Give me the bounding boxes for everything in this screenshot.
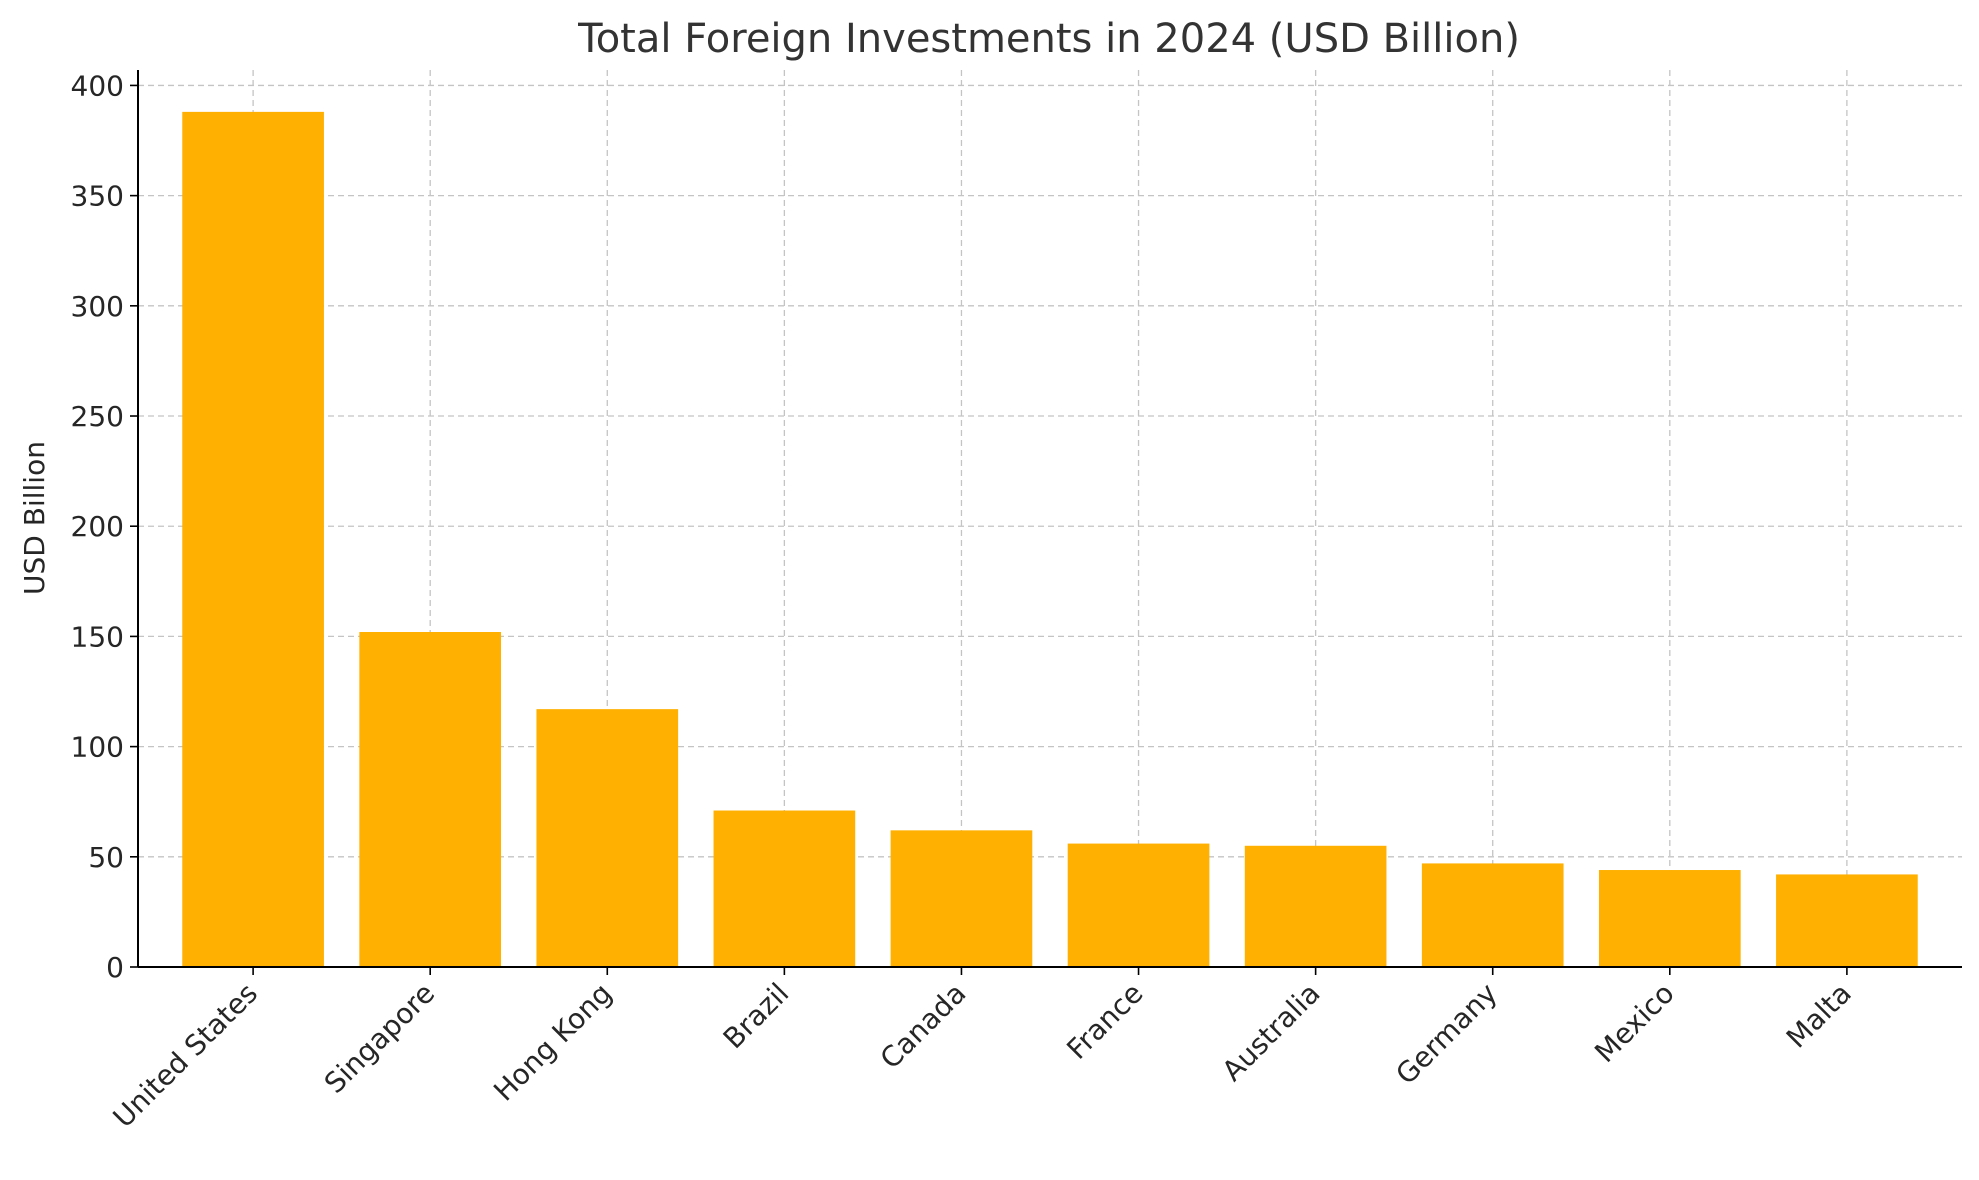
y-tick-label: 100 — [71, 731, 124, 764]
y-tick-label: 300 — [71, 290, 124, 323]
x-tick-label: Canada — [874, 977, 973, 1076]
x-tick-label: Hong Kong — [487, 977, 618, 1108]
bar-germany — [1421, 863, 1564, 967]
bar-australia — [1244, 845, 1387, 967]
x-tick-label: Singapore — [318, 977, 441, 1100]
axes — [137, 70, 1962, 968]
y-tick-label: 250 — [71, 400, 124, 433]
x-tick-label: United States — [107, 977, 264, 1134]
y-tick-label: 200 — [71, 510, 124, 543]
bar-hong-kong — [536, 709, 679, 967]
y-axis-ticks: 0 50 100 150 200 250 300 350 400 — [71, 69, 138, 984]
y-tick-label: 150 — [71, 620, 124, 653]
x-tick-label: Australia — [1216, 977, 1327, 1088]
y-tick-label: 0 — [106, 951, 124, 984]
x-tick-label: Germany — [1389, 977, 1503, 1091]
bar-france — [1067, 843, 1210, 967]
x-axis-ticks: United States Singapore Hong Kong Brazil Can… — [107, 967, 1858, 1134]
chart-title: Total Foreign Investments in 2024 (USD B… — [577, 16, 1520, 62]
x-tick-label: Mexico — [1588, 977, 1680, 1069]
y-tick-label: 50 — [88, 841, 124, 874]
bars — [182, 111, 1918, 967]
bar-malta — [1776, 874, 1918, 967]
x-tick-label: France — [1060, 977, 1149, 1066]
y-tick-label: 400 — [71, 69, 124, 102]
x-tick-label: Brazil — [717, 977, 796, 1056]
bar-mexico — [1598, 870, 1741, 967]
x-tick-label: Malta — [1780, 977, 1858, 1055]
y-axis-title: USD Billion — [18, 441, 51, 595]
bar-brazil — [713, 810, 856, 967]
bar-united-states — [182, 111, 324, 967]
bar-singapore — [359, 632, 502, 967]
y-tick-label: 350 — [71, 180, 124, 213]
bar-canada — [890, 830, 1033, 967]
